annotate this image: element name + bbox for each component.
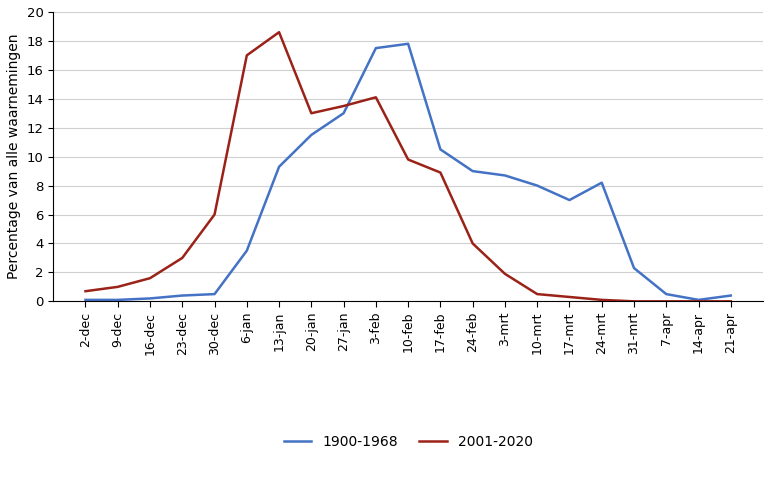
Line: 2001-2020: 2001-2020 <box>85 32 731 301</box>
1900-1968 <box>146 295 155 301</box>
2001-2020 <box>694 298 703 304</box>
2001-2020 <box>146 275 155 281</box>
1900-1968 <box>629 265 638 271</box>
1900-1968 <box>210 291 219 297</box>
2001-2020 <box>565 294 574 300</box>
1900-1968 <box>436 146 445 152</box>
2001-2020 <box>210 211 219 217</box>
2001-2020 <box>500 271 510 277</box>
1900-1968 <box>113 297 122 303</box>
2001-2020 <box>661 298 671 304</box>
2001-2020 <box>403 156 413 162</box>
2001-2020 <box>371 94 380 100</box>
1900-1968 <box>565 197 574 203</box>
Y-axis label: Percentage van alle waarnemingen: Percentage van alle waarnemingen <box>7 34 21 279</box>
2001-2020 <box>629 298 638 304</box>
2001-2020 <box>436 170 445 176</box>
1900-1968 <box>597 180 606 186</box>
1900-1968 <box>533 183 542 189</box>
1900-1968 <box>178 293 187 299</box>
2001-2020 <box>597 297 606 303</box>
1900-1968 <box>339 110 348 116</box>
1900-1968 <box>243 247 252 254</box>
Line: 1900-1968: 1900-1968 <box>85 44 731 300</box>
2001-2020 <box>81 288 90 294</box>
1900-1968 <box>500 173 510 179</box>
2001-2020 <box>533 291 542 297</box>
1900-1968 <box>468 168 477 174</box>
1900-1968 <box>694 297 703 303</box>
2001-2020 <box>113 284 122 290</box>
1900-1968 <box>81 297 90 303</box>
2001-2020 <box>243 52 252 58</box>
1900-1968 <box>661 291 671 297</box>
Legend: 1900-1968, 2001-2020: 1900-1968, 2001-2020 <box>278 430 538 455</box>
2001-2020 <box>274 29 283 35</box>
1900-1968 <box>306 132 316 138</box>
2001-2020 <box>178 255 187 261</box>
1900-1968 <box>403 41 413 47</box>
1900-1968 <box>371 45 380 51</box>
2001-2020 <box>726 298 735 304</box>
2001-2020 <box>339 103 348 109</box>
1900-1968 <box>274 164 283 170</box>
2001-2020 <box>306 110 316 116</box>
2001-2020 <box>468 240 477 246</box>
1900-1968 <box>726 293 735 299</box>
